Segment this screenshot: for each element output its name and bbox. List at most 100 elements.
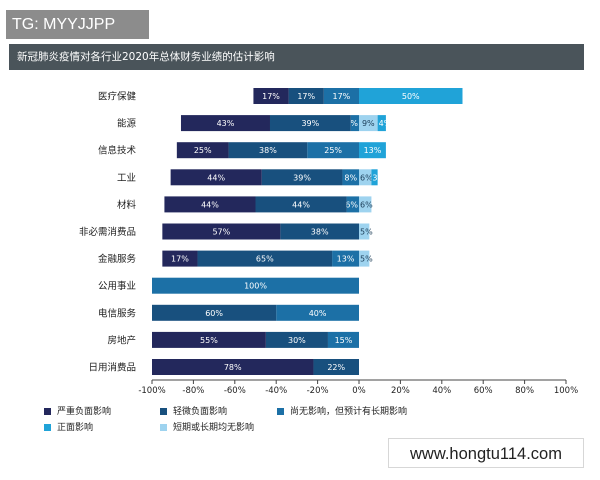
data-label: 39% bbox=[293, 173, 311, 182]
data-label: 40% bbox=[309, 309, 327, 318]
data-label: 39% bbox=[301, 119, 319, 128]
bar-segment bbox=[359, 142, 386, 159]
data-label: 17% bbox=[171, 255, 189, 264]
category-label: 房地产 bbox=[107, 334, 136, 346]
x-tick-label: -40% bbox=[265, 386, 287, 396]
bar-segment bbox=[313, 359, 359, 375]
bar-segment bbox=[276, 304, 359, 321]
bar-segment bbox=[359, 88, 463, 104]
bar-segment bbox=[359, 196, 372, 213]
x-tick-label: 20% bbox=[391, 386, 410, 396]
category-label: 公用事业 bbox=[98, 280, 136, 292]
legend-swatch bbox=[160, 407, 167, 415]
x-tick-label: -60% bbox=[224, 386, 246, 396]
category-label: 日用消费品 bbox=[88, 362, 136, 374]
data-label: 3% bbox=[372, 173, 385, 182]
bar-segment bbox=[371, 169, 378, 186]
category-label: 电信服务 bbox=[98, 307, 137, 319]
data-label: 65% bbox=[256, 255, 274, 264]
legend-label: 轻微负面影响 bbox=[173, 407, 228, 417]
category-label: 医疗保健 bbox=[98, 91, 137, 103]
data-label: 9% bbox=[362, 119, 375, 128]
data-label: 57% bbox=[212, 228, 230, 237]
bar-segment bbox=[164, 196, 256, 213]
data-label: 15% bbox=[335, 336, 353, 345]
bar-segment bbox=[228, 142, 308, 159]
legend-label: 严重负面影响 bbox=[57, 407, 112, 417]
bar-segment bbox=[176, 142, 229, 159]
data-label: 6% bbox=[345, 200, 358, 209]
data-label: 4% bbox=[379, 119, 392, 128]
bar-segment bbox=[162, 250, 198, 267]
bar-segment bbox=[307, 142, 359, 159]
data-label: 25% bbox=[194, 146, 212, 155]
bar-segment bbox=[342, 169, 359, 186]
x-tick-label: 40% bbox=[432, 386, 451, 396]
bar-segment bbox=[377, 115, 386, 132]
bar-segment bbox=[152, 304, 277, 321]
data-label: 43% bbox=[217, 119, 235, 128]
bar-segment bbox=[327, 331, 359, 348]
data-label: 38% bbox=[259, 146, 277, 155]
bar-segment bbox=[350, 115, 359, 132]
x-tick-label: -100% bbox=[138, 386, 165, 396]
data-label: 17% bbox=[262, 92, 280, 101]
bar-segment bbox=[359, 223, 370, 240]
bar-segment bbox=[152, 277, 359, 294]
legend-item-severe: 严重负面影响 bbox=[44, 406, 111, 418]
bar-segment bbox=[162, 223, 281, 240]
category-label: 能源 bbox=[117, 118, 137, 130]
bar-segment bbox=[288, 88, 324, 104]
data-label: 6% bbox=[360, 173, 373, 182]
legend-label: 正面影响 bbox=[57, 423, 94, 433]
bar-segment bbox=[197, 250, 333, 267]
legend-item-no-impact: 短期或长期均无影响 bbox=[160, 422, 254, 434]
data-label: 78% bbox=[224, 363, 242, 372]
data-label: 5% bbox=[360, 228, 373, 237]
bar-segment bbox=[152, 331, 266, 348]
category-label: 信息技术 bbox=[98, 145, 137, 157]
data-label: 100% bbox=[244, 282, 267, 291]
bar-segment bbox=[280, 223, 359, 240]
bar-segment bbox=[253, 88, 289, 104]
category-label: 非必需消费品 bbox=[79, 226, 136, 238]
bar-segment bbox=[152, 359, 314, 375]
data-label: 50% bbox=[402, 92, 420, 101]
legend-label: 尚无影响，但预计有长期影响 bbox=[290, 407, 408, 417]
legend-swatch bbox=[160, 423, 167, 431]
bar-segment bbox=[323, 88, 359, 104]
data-label: 8% bbox=[344, 173, 357, 182]
category-label: 金融服务 bbox=[98, 253, 137, 265]
data-label: 30% bbox=[288, 336, 306, 345]
bar-segment bbox=[255, 196, 347, 213]
data-label: 60% bbox=[205, 309, 223, 318]
data-label: 55% bbox=[200, 336, 218, 345]
chart-title: 新冠肺炎疫情对各行业2020年总体财务业绩的估计影响 bbox=[9, 44, 584, 70]
data-label: 17% bbox=[333, 92, 351, 101]
bar-segment bbox=[359, 115, 378, 132]
bar-segment bbox=[269, 115, 351, 132]
data-label: 44% bbox=[207, 173, 225, 182]
x-tick-label: 80% bbox=[515, 386, 534, 396]
website-watermark: www.hongtu114.com bbox=[388, 438, 584, 468]
legend-item-mild: 轻微负面影响 bbox=[160, 406, 227, 418]
bar-segment bbox=[170, 169, 262, 186]
watermark-label: TG: MYYJJPP bbox=[6, 10, 149, 39]
category-label: 工业 bbox=[117, 173, 136, 184]
data-label: 5% bbox=[360, 255, 373, 264]
bar-segment bbox=[346, 196, 359, 213]
legend-swatch bbox=[44, 423, 51, 431]
bar-segment bbox=[332, 250, 359, 267]
legend-item-positive: 正面影响 bbox=[44, 422, 93, 434]
category-label: 材料 bbox=[117, 199, 137, 211]
bar-segment bbox=[359, 250, 370, 267]
bar-segment bbox=[180, 115, 270, 132]
bar-segment bbox=[265, 331, 328, 348]
x-tick-label: -80% bbox=[182, 386, 204, 396]
legend-item-longterm: 尚无影响，但预计有长期影响 bbox=[277, 406, 407, 418]
legend-swatch bbox=[44, 407, 51, 415]
x-tick-label: 0% bbox=[352, 386, 366, 396]
data-label: 25% bbox=[324, 146, 342, 155]
